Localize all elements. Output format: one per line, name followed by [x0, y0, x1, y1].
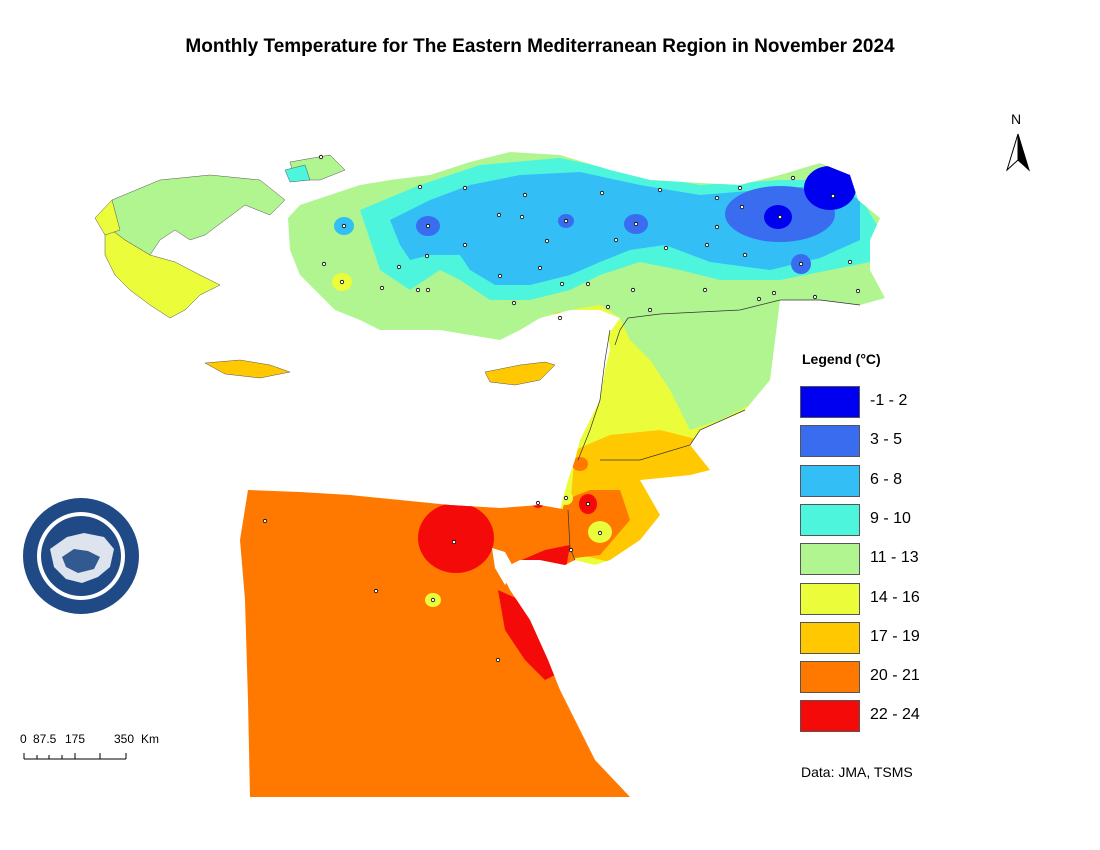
- legend-label: -1 - 2: [870, 392, 908, 409]
- scale-bar: 0 87.5 175 350 Km: [20, 732, 159, 760]
- emcc-logo: [23, 498, 139, 614]
- legend-label: 9 - 10: [870, 509, 911, 527]
- legend-swatch: [800, 464, 860, 497]
- legend-swatch: [800, 661, 860, 694]
- gulf-of-suez: [492, 548, 515, 585]
- legend-swatch: [800, 621, 860, 654]
- legend-swatch: [800, 582, 860, 615]
- legend-label: 20 - 21: [870, 667, 920, 685]
- scale-label-unit: Km: [141, 732, 159, 746]
- north-label: N: [1011, 111, 1022, 127]
- legend-swatch: [800, 700, 860, 733]
- greece-region: [94, 154, 556, 386]
- scale-label-87: 87.5: [33, 732, 57, 746]
- legend-swatch: [800, 386, 860, 418]
- legend-label: 17 - 19: [870, 627, 920, 645]
- legend-swatch: [800, 425, 860, 458]
- legend-title: Legend (°C): [802, 351, 881, 367]
- scale-label-0: 0: [20, 732, 27, 746]
- station-points: [262, 154, 861, 663]
- legend-label: 11 - 13: [870, 549, 919, 567]
- levant-region: [560, 300, 780, 565]
- data-source: Data: JMA, TSMS: [801, 764, 913, 780]
- north-arrow-icon: [1005, 133, 1031, 172]
- map-title: Monthly Temperature for The Eastern Medi…: [185, 36, 895, 57]
- legend-label: 22 - 24: [870, 706, 920, 724]
- scale-label-350: 350: [114, 732, 134, 746]
- legend-label: 6 - 8: [870, 470, 903, 488]
- legend-label: 14 - 16: [870, 588, 920, 606]
- scale-label-175: 175: [65, 732, 85, 746]
- country-borders: [567, 299, 861, 561]
- legend-swatch: [800, 543, 860, 576]
- turkey-region: [288, 152, 885, 340]
- legend-swatch: [800, 503, 860, 536]
- legend-label: 3 - 5: [870, 431, 903, 449]
